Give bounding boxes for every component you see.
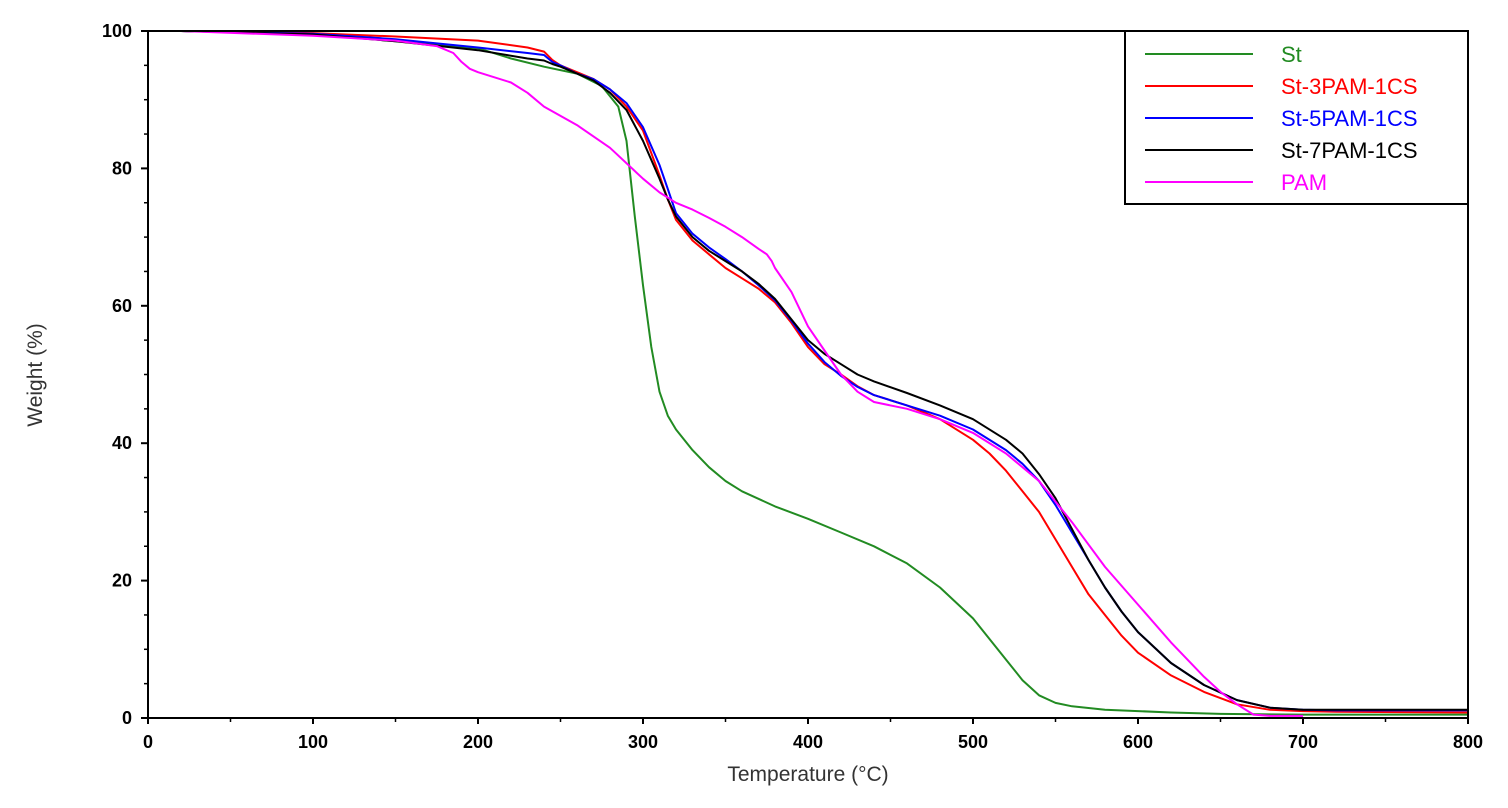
x-tick-label: 600 xyxy=(1123,732,1153,752)
y-tick-label: 80 xyxy=(112,158,132,178)
legend-label-2: St-5PAM-1CS xyxy=(1281,106,1418,131)
y-tick-label: 40 xyxy=(112,433,132,453)
legend-label-4: PAM xyxy=(1281,170,1327,195)
x-tick-label: 200 xyxy=(463,732,493,752)
y-tick-label: 20 xyxy=(112,571,132,591)
series-line-1 xyxy=(180,30,1469,714)
x-tick-label: 700 xyxy=(1288,732,1318,752)
legend-label-0: St xyxy=(1281,42,1302,67)
x-tick-label: 500 xyxy=(958,732,988,752)
series-layer xyxy=(180,30,1469,717)
y-axis-title: Weight (%) xyxy=(24,323,47,426)
y-tick-label: 60 xyxy=(112,296,132,316)
x-tick-label: 300 xyxy=(628,732,658,752)
legend: St St-3PAM-1CS St-5PAM-1CS St-7PAM-1CS PAM xyxy=(1124,30,1469,205)
legend-label-1: St-3PAM-1CS xyxy=(1281,74,1418,99)
axes-layer: 0 100 200 300 400 500 600 700 800 0 20 40 60 80 100 xyxy=(102,21,1483,752)
x-axis-title: Temperature (°C) xyxy=(727,763,888,786)
legend-label-3: St-7PAM-1CS xyxy=(1281,138,1418,163)
x-tick-label: 800 xyxy=(1453,732,1483,752)
series-line-4 xyxy=(180,30,1303,717)
x-tick-label: 0 xyxy=(143,732,153,752)
x-tick-label: 400 xyxy=(793,732,823,752)
y-tick-label: 100 xyxy=(102,21,132,41)
series-line-3 xyxy=(180,30,1468,711)
y-tick-label: 0 xyxy=(122,708,132,728)
x-tick-label: 100 xyxy=(298,732,328,752)
